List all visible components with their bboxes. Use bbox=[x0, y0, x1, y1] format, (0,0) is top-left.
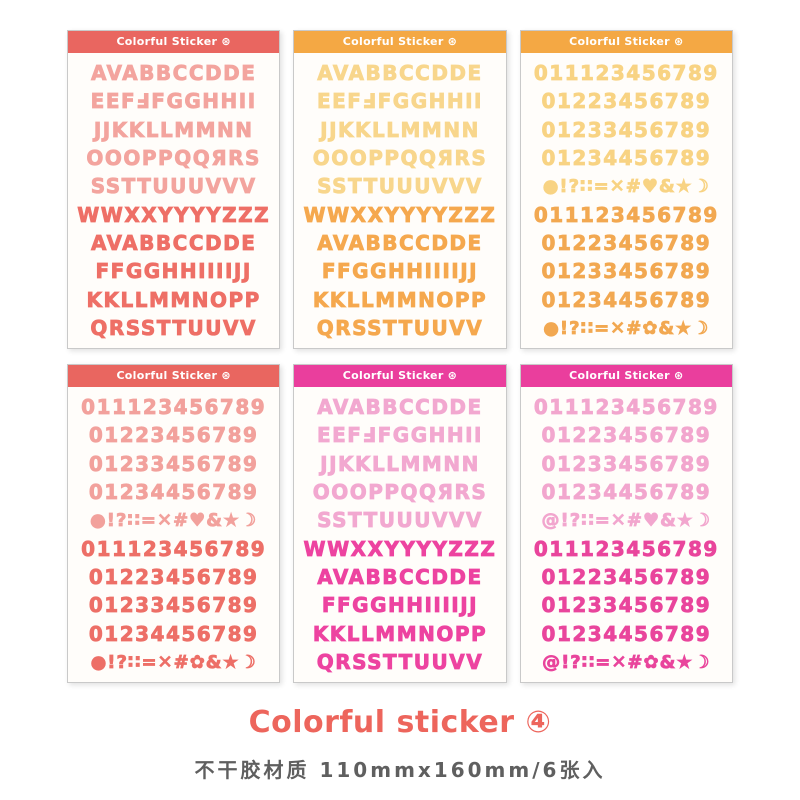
sticker-row: 01233456789 bbox=[541, 117, 712, 142]
sticker-row: AVABBCCDDE bbox=[317, 564, 483, 590]
sticker-row: 011123456789 bbox=[533, 61, 719, 86]
sticker-row: 01233456789 bbox=[541, 451, 712, 476]
sticker-row: 01223456789 bbox=[541, 230, 712, 256]
sticker-row: 01223456789 bbox=[541, 89, 712, 114]
sticker-row: 011123456789 bbox=[533, 202, 719, 227]
sticker-row: 01234456789 bbox=[541, 287, 712, 312]
sticker-row: 01223456789 bbox=[541, 423, 712, 448]
sticker-rows: 011123456789 01223456789 01233456789 012… bbox=[521, 53, 732, 347]
sticker-rows: AVABBCCDDE EEFℲFGGHHII JJKKLLMMNN OOOPPQ… bbox=[294, 53, 505, 347]
sticker-rows: 011123456789 01223456789 01233456789 012… bbox=[68, 387, 279, 681]
sticker-row: 01234456789 bbox=[541, 479, 712, 505]
sticker-row: 01234456789 bbox=[88, 479, 259, 505]
sticker-row: QRSSTTUUVV bbox=[90, 315, 257, 341]
product-spec-text: 不干胶材质 110mmx160mm/6张入 bbox=[194, 758, 606, 782]
sticker-row: SSTTUUUVVV bbox=[317, 174, 483, 199]
sticker-row: KKLLMMNOPP bbox=[86, 287, 261, 312]
sheet-orange-letters: Colorful Sticker ⊛ AVABBCCDDE EEFℲFGGHHI… bbox=[293, 30, 507, 349]
sticker-row: FFGGHHIIIIJJ bbox=[95, 259, 252, 284]
sticker-symbol-row: ●!?∷=✕#✿&★☽ bbox=[90, 651, 257, 674]
sticker-row: QRSSTTUUVV bbox=[316, 315, 484, 341]
sheet-header: Colorful Sticker ⊛ bbox=[520, 365, 732, 387]
sheet-coral-letters: Colorful Sticker ⊛ AVABBCCDDE EEFℲFGGHHI… bbox=[67, 30, 281, 349]
sticker-symbol-row: @!?∷=✕#✿&★☽ bbox=[542, 651, 711, 674]
sticker-rows: AVABBCCDDE EEFℲFGGHHII JJKKLLMMNN OOOPPQ… bbox=[294, 387, 505, 681]
sticker-row: JJKKLLMMNN bbox=[320, 451, 480, 476]
sticker-row: SSTTUUUVVV bbox=[90, 174, 257, 199]
sticker-row: EEFℲFGGHHII bbox=[316, 89, 483, 114]
sticker-row: KKLLMMNOPP bbox=[312, 287, 488, 312]
sticker-row: 01233456789 bbox=[88, 451, 259, 476]
sticker-row: QRSSTTUUVV bbox=[316, 649, 484, 675]
sheet-header: Colorful Sticker ⊛ bbox=[294, 365, 506, 387]
sticker-row: AVABBCCDDE bbox=[317, 61, 483, 86]
sticker-row: 011123456789 bbox=[533, 536, 719, 561]
sticker-row: WWXXYYYYZZZ bbox=[303, 536, 497, 561]
sticker-row: KKLLMMNOPP bbox=[312, 621, 488, 646]
sticker-row: 011123456789 bbox=[81, 395, 267, 420]
sticker-row: OOOPPQQЯRS bbox=[86, 145, 261, 171]
sticker-symbol-row: ●!?∷=✕#♥&★☽ bbox=[90, 510, 258, 532]
sheet-header: Colorful Sticker ⊛ bbox=[68, 31, 280, 53]
sticker-row: OOOPPQQЯRS bbox=[312, 145, 488, 171]
sticker-row: 01234456789 bbox=[88, 621, 259, 646]
sticker-row: SSTTUUUVVV bbox=[317, 508, 483, 533]
sheet-pink-numbers: Colorful Sticker ⊛ 011123456789 01223456… bbox=[519, 364, 733, 683]
sticker-row: 011123456789 bbox=[81, 536, 267, 561]
sticker-row: 01233456789 bbox=[541, 259, 712, 284]
sticker-row: JJKKLLMMNN bbox=[320, 117, 480, 142]
sheet-header: Colorful Sticker ⊛ bbox=[294, 31, 506, 53]
sticker-row: 01233456789 bbox=[88, 593, 259, 618]
sticker-row: 01234456789 bbox=[541, 621, 712, 646]
sticker-row: AVABBCCDDE bbox=[90, 61, 257, 86]
sheet-yellow-numbers: Colorful Sticker ⊛ 011123456789 01223456… bbox=[519, 30, 733, 349]
sticker-row: 01223456789 bbox=[88, 564, 259, 590]
sticker-rows: 011123456789 01223456789 01233456789 012… bbox=[521, 387, 732, 681]
sticker-rows: AVABBCCDDE EEFℲFGGHHII JJKKLLMMNN OOOPPQ… bbox=[68, 53, 279, 347]
sticker-row: 01233456789 bbox=[541, 593, 712, 618]
sticker-row: AVABBCCDDE bbox=[90, 230, 257, 256]
sticker-row: 01223456789 bbox=[88, 423, 259, 448]
sticker-row: 011123456789 bbox=[533, 395, 719, 420]
sticker-row: EEFℲFGGHHII bbox=[90, 89, 257, 114]
sheet-header: Colorful Sticker ⊛ bbox=[520, 31, 732, 53]
sticker-row: OOOPPQQЯRS bbox=[312, 479, 488, 505]
sticker-row: 01223456789 bbox=[541, 564, 712, 590]
sticker-row: EEFℲFGGHHII bbox=[316, 423, 483, 448]
sticker-row: 01234456789 bbox=[541, 145, 712, 171]
sticker-row: WWXXYYYYZZZ bbox=[77, 202, 271, 227]
sticker-symbol-row: ●!?∷=✕#✿&★☽ bbox=[543, 317, 710, 340]
sticker-row: AVABBCCDDE bbox=[317, 395, 483, 420]
sticker-row: AVABBCCDDE bbox=[317, 230, 483, 256]
sticker-row: FFGGHHIIIIJJ bbox=[321, 593, 479, 618]
sheet-pink-letters: Colorful Sticker ⊛ AVABBCCDDE EEFℲFGGHHI… bbox=[293, 364, 507, 683]
sheet-coral-numbers: Colorful Sticker ⊛ 011123456789 01223456… bbox=[67, 364, 281, 683]
sticker-symbol-row: @!?∷=✕#♥&★☽ bbox=[541, 510, 712, 532]
sheet-header: Colorful Sticker ⊛ bbox=[68, 365, 280, 387]
sticker-sheet-grid: Colorful Sticker ⊛ AVABBCCDDE EEFℲFGGHHI… bbox=[67, 30, 733, 683]
sticker-row: WWXXYYYYZZZ bbox=[303, 202, 497, 227]
sticker-row: FFGGHHIIIIJJ bbox=[321, 259, 479, 284]
sticker-row: JJKKLLMMNN bbox=[93, 117, 254, 142]
sticker-symbol-row: ●!?∷=✕#♥&★☽ bbox=[542, 176, 710, 198]
product-title: Colorful sticker ④ bbox=[248, 705, 552, 740]
